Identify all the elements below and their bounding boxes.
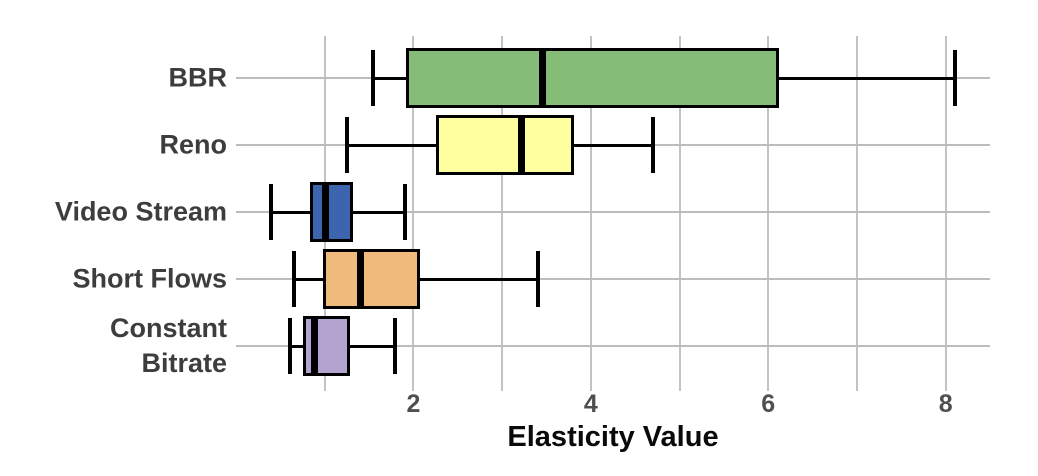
vertical-gridline — [944, 36, 947, 383]
whisker-line-low — [290, 344, 303, 348]
box — [436, 115, 574, 175]
category-label: BBR — [168, 62, 228, 93]
median-line — [356, 249, 364, 309]
whisker-cap-high — [392, 318, 397, 374]
x-tick — [678, 383, 681, 391]
median-line — [538, 48, 546, 108]
x-tick — [412, 383, 415, 391]
whisker-line-high — [419, 277, 538, 281]
vertical-gridline — [589, 36, 592, 383]
category-label: Video Stream — [54, 196, 227, 227]
box — [406, 48, 779, 108]
whisker-cap-low — [288, 318, 293, 374]
vertical-gridline — [412, 36, 415, 383]
vertical-gridline — [855, 36, 858, 383]
whisker-line-high — [349, 344, 395, 348]
whisker-line-high — [573, 143, 653, 147]
whisker-cap-low — [291, 251, 296, 307]
x-tick — [589, 383, 592, 391]
whisker-line-low — [271, 210, 310, 214]
category-label: Constant Bitrate — [110, 313, 227, 378]
median-line — [310, 316, 318, 376]
x-tick-label: 2 — [406, 390, 421, 418]
x-tick — [944, 383, 947, 391]
whisker-line-high — [353, 210, 405, 214]
box — [322, 249, 420, 309]
vertical-gridline — [767, 36, 770, 383]
x-tick-label: 6 — [761, 390, 776, 418]
whisker-cap-low — [344, 117, 349, 173]
x-axis-title: Elasticity Value — [507, 421, 719, 453]
x-tick — [855, 383, 858, 391]
whisker-cap-low — [269, 184, 274, 240]
whisker-line-high — [778, 76, 955, 80]
vertical-gridline — [501, 36, 504, 383]
whisker-cap-high — [952, 50, 957, 106]
whisker-cap-high — [402, 184, 407, 240]
whisker-cap-high — [650, 117, 655, 173]
x-tick-label: 4 — [583, 390, 598, 418]
whisker-line-low — [346, 143, 437, 147]
category-label: Reno — [159, 129, 228, 160]
x-tick-label: 8 — [938, 390, 953, 418]
box — [302, 316, 350, 376]
row-gridline — [236, 211, 990, 213]
vertical-gridline — [678, 36, 681, 383]
median-line — [322, 182, 330, 242]
category-label: Short Flows — [72, 263, 228, 294]
row-gridline — [236, 345, 990, 347]
whisker-line-low — [373, 76, 407, 80]
x-tick — [767, 383, 770, 391]
whisker-cap-high — [535, 251, 540, 307]
median-line — [518, 115, 526, 175]
row-gridline — [236, 278, 990, 280]
whisker-cap-low — [371, 50, 376, 106]
x-tick — [501, 383, 504, 391]
whisker-line-low — [293, 277, 323, 281]
x-axis: 2 4 6 8 — [236, 383, 990, 428]
plot-panel — [236, 36, 990, 383]
box — [309, 182, 354, 242]
x-tick — [323, 383, 326, 391]
